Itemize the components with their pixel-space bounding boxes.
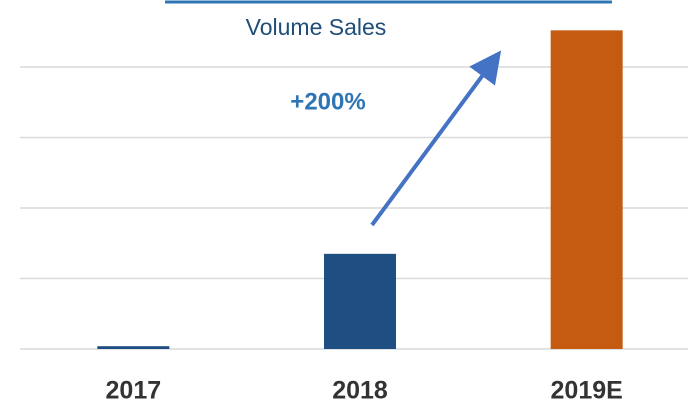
x-tick-label: 2018 [332,377,388,405]
x-tick-label: 2019E [551,377,623,405]
growth-arrow [370,50,502,227]
bar [550,30,623,350]
bar [324,253,396,349]
bar [97,346,170,349]
chart-title: Volume Sales [246,14,387,40]
annotation: +200% [290,88,365,115]
x-tick-label: 2017 [106,377,162,405]
